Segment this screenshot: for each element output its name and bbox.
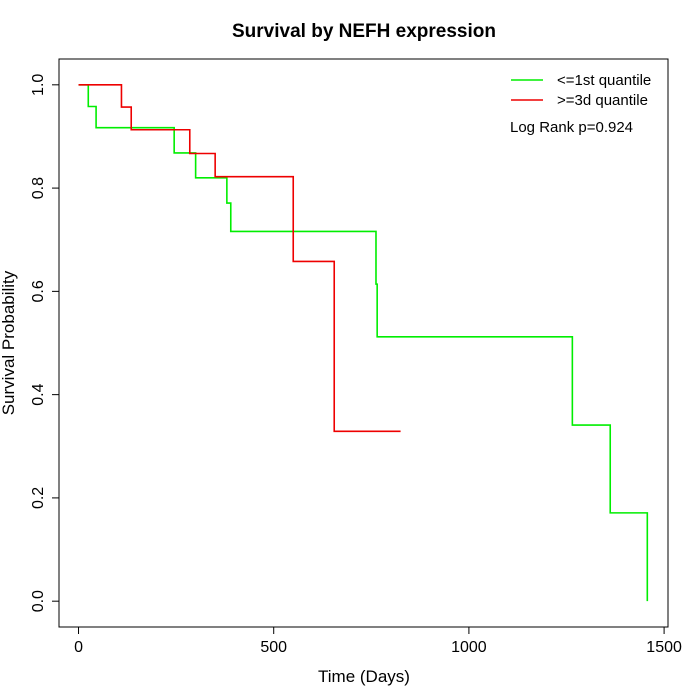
- series-line-1: [78, 84, 649, 602]
- y-tick-label: 0.2: [30, 487, 47, 509]
- chart-title: Survival by NEFH expression: [232, 21, 496, 42]
- x-tick-label: 0: [74, 639, 83, 656]
- plot-area-frame: [58, 58, 669, 628]
- series-line-2: [78, 84, 401, 433]
- x-axis-label: Time (Days): [318, 667, 410, 686]
- y-tick-label: 1.0: [30, 74, 47, 96]
- y-tick-label: 0.4: [30, 383, 47, 405]
- log-rank-annotation: Log Rank p=0.924: [510, 119, 633, 136]
- legend-entry-2: >=3d quantile: [557, 92, 648, 109]
- y-tick-label: 0.6: [30, 280, 47, 302]
- legend-entry-1: <=1st quantile: [557, 72, 651, 89]
- series-layer: [78, 84, 649, 602]
- x-axis: 0 500 1000 1500: [74, 626, 682, 656]
- y-tick-label: 0.0: [30, 590, 47, 612]
- y-tick-label: 0.8: [30, 177, 47, 199]
- y-axis-label: Survival Probability: [0, 270, 18, 415]
- x-tick-label: 500: [260, 639, 287, 656]
- x-tick-label: 1500: [646, 639, 682, 656]
- legend: <=1st quantile >=3d quantile: [511, 72, 651, 109]
- x-tick-label: 1000: [451, 639, 487, 656]
- y-axis: 0.0 0.2 0.4 0.6 0.8 1.0: [30, 74, 60, 612]
